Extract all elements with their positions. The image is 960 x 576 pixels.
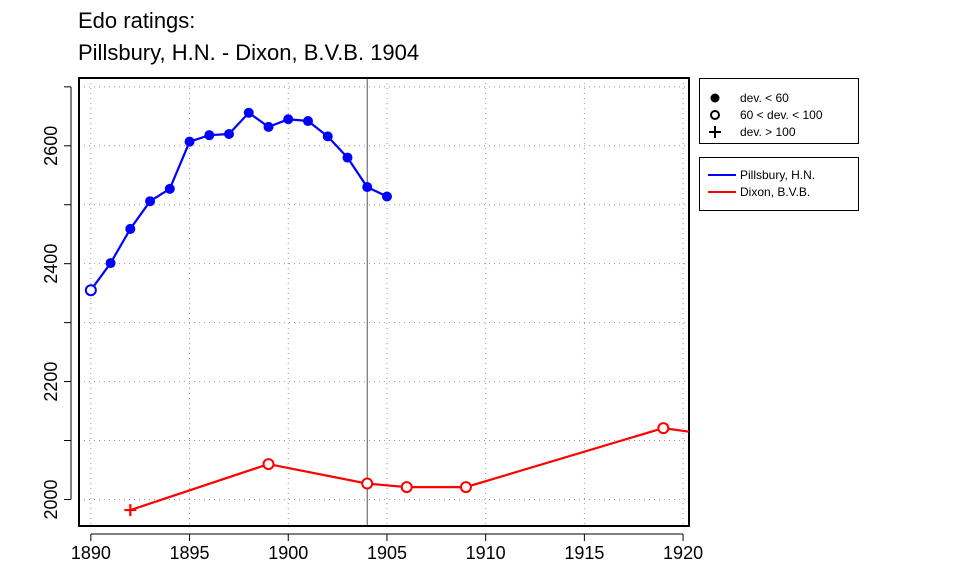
data-point-open <box>361 477 374 490</box>
data-point-filled <box>322 131 333 142</box>
x-tick-label: 1890 <box>71 543 111 563</box>
data-point-plus <box>124 504 137 517</box>
series-pillsbury-h-n <box>84 107 392 297</box>
blue-line-icon <box>708 174 736 176</box>
data-point-filled <box>243 107 254 118</box>
legend-label: Pillsbury, H.N. <box>740 168 816 182</box>
legend-item-plus: dev. > 100 <box>700 124 796 140</box>
red-line-icon <box>708 191 736 193</box>
data-point-filled <box>302 116 313 127</box>
y-tick-label: 2400 <box>41 244 61 284</box>
marker-legend: dev. < 60 60 < dev. < 100 dev. > 100 <box>699 78 859 144</box>
x-tick-label: 1900 <box>268 543 308 563</box>
series-legend: Pillsbury, H.N. Dixon, B.V.B. <box>699 157 859 211</box>
x-tick-label: 1895 <box>170 543 210 563</box>
axes: 1890 1895 1900 1905 1910 1915 1920 2000 2200 2400… <box>41 77 703 563</box>
data-point-open <box>84 284 97 297</box>
data-point-filled <box>204 130 215 141</box>
data-point-filled <box>164 183 175 194</box>
data-point-open <box>400 481 413 494</box>
data-point-filled <box>105 258 116 269</box>
data-point-filled <box>125 223 136 234</box>
open-circle-icon <box>710 110 720 120</box>
x-tick-label: 1920 <box>663 543 703 563</box>
plus-icon <box>709 126 721 138</box>
legend-label: Dixon, B.V.B. <box>740 185 811 199</box>
y-tick-label: 2600 <box>41 126 61 166</box>
series-dixon-b-v-b <box>124 422 690 517</box>
legend-item-pillsbury: Pillsbury, H.N. <box>700 167 815 183</box>
x-tick-label: 1905 <box>367 543 407 563</box>
chart-title-line-2: Pillsbury, H.N. - Dixon, B.V.B. 1904 <box>78 40 420 65</box>
data-point-filled <box>184 136 195 147</box>
x-tick-label: 1915 <box>564 543 604 563</box>
legend-item-open-circle: 60 < dev. < 100 <box>700 107 823 123</box>
data-point-filled <box>381 191 392 202</box>
data-point-filled <box>145 196 156 207</box>
legend-item-filled-circle: dev. < 60 <box>700 90 789 106</box>
x-tick-label: 1910 <box>466 543 506 563</box>
data-point-filled <box>362 182 373 193</box>
legend-label: dev. > 100 <box>740 125 796 139</box>
data-point-filled <box>224 129 235 139</box>
data-point-filled <box>263 121 274 132</box>
series-line <box>89 111 388 291</box>
legend-label: 60 < dev. < 100 <box>740 108 823 122</box>
data-point-open <box>262 458 275 471</box>
data-point-filled <box>342 152 353 163</box>
data-point-filled <box>283 114 294 125</box>
y-tick-label: 2000 <box>41 479 61 519</box>
data-point-open <box>657 422 670 435</box>
filled-circle-icon <box>710 93 720 103</box>
y-tick-label: 2200 <box>41 362 61 402</box>
chart-title-line-1: Edo ratings: <box>78 8 196 33</box>
grid-lines <box>79 78 689 526</box>
plot-frame <box>78 77 690 527</box>
data-point-open <box>459 481 472 494</box>
legend-label: dev. < 60 <box>740 91 789 105</box>
series-layer <box>84 107 690 517</box>
legend-item-dixon: Dixon, B.V.B. <box>700 184 810 200</box>
